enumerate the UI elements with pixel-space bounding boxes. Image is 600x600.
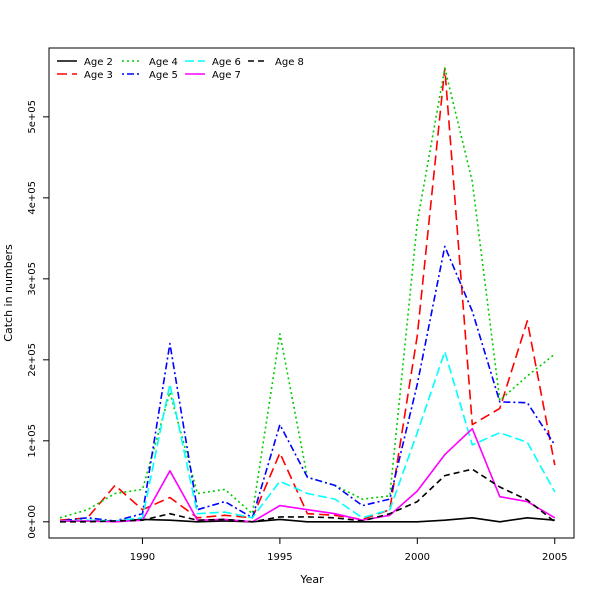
x-tick-label: 1995 [267, 552, 292, 563]
y-tick-label: 3e+05 [27, 262, 38, 296]
plot-frame [48, 47, 575, 539]
y-axis-label: Catch in numbers [2, 244, 15, 342]
legend-label: Age 6 [212, 57, 241, 68]
series-line-age-3 [59, 67, 556, 521]
x-tick-label: 1990 [130, 552, 155, 563]
legend-label: Age 5 [149, 70, 178, 81]
legend-label: Age 8 [275, 57, 304, 68]
y-tick-label: 4e+05 [27, 181, 38, 215]
series-line-age-6 [59, 350, 556, 522]
series-line-age-8 [60, 468, 556, 523]
legend-label: Age 7 [212, 70, 241, 81]
x-tick-label: 2005 [542, 552, 567, 563]
y-tick-label: 0e+00 [27, 505, 38, 539]
series-line-age-5 [59, 245, 556, 522]
y-tick-label: 1e+05 [27, 424, 38, 458]
legend-label: Age 2 [84, 57, 113, 68]
y-tick-label: 2e+05 [27, 343, 38, 377]
legend-label: Age 3 [84, 70, 113, 81]
y-tick-label: 5e+05 [27, 100, 38, 134]
x-tick-label: 2000 [405, 552, 430, 563]
legend-label: Age 4 [149, 57, 178, 68]
series-line-age-7 [60, 427, 556, 523]
x-axis-label: Year [299, 573, 324, 586]
